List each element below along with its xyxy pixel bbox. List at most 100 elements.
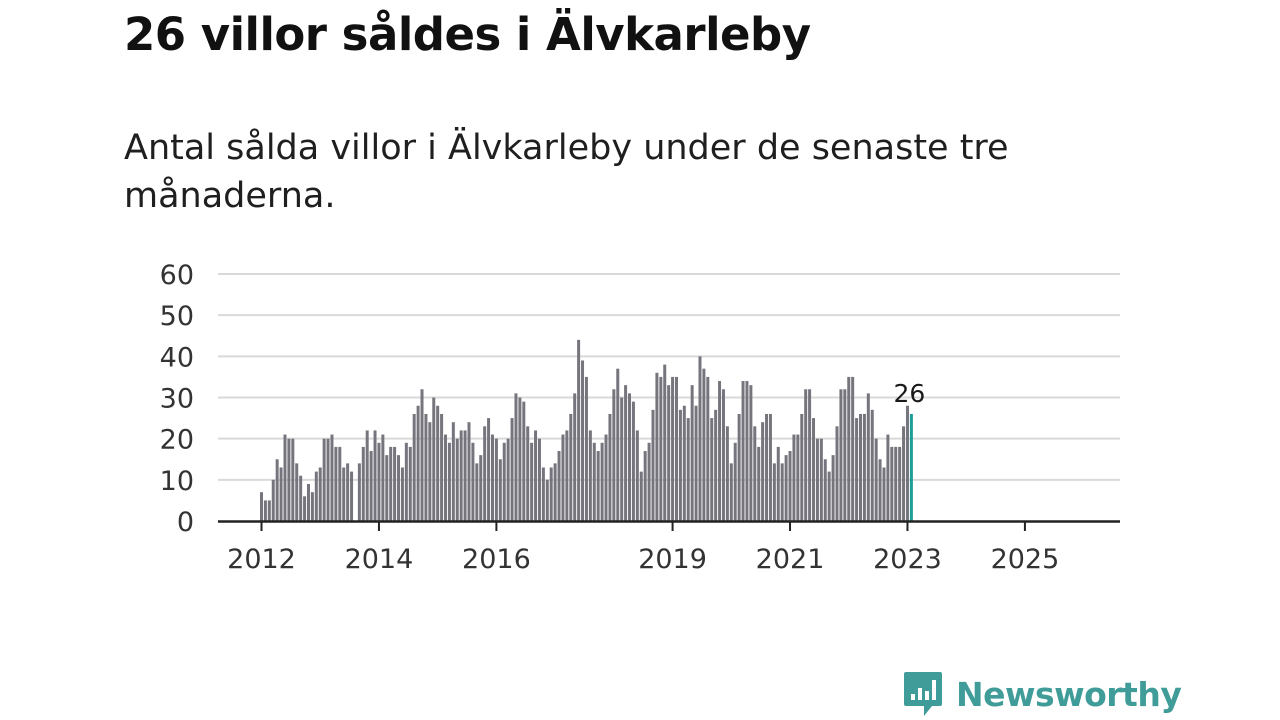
newsworthy-logo: Newsworthy xyxy=(902,670,1182,718)
bar xyxy=(776,446,780,521)
bar xyxy=(765,413,769,521)
y-tick-label: 10 xyxy=(160,466,194,497)
bar xyxy=(455,438,459,521)
bar xyxy=(788,451,792,521)
bar xyxy=(424,413,428,521)
bar xyxy=(569,413,573,521)
bar xyxy=(792,434,796,521)
bar xyxy=(905,405,909,521)
bar xyxy=(639,471,643,521)
bar xyxy=(553,463,557,521)
bar xyxy=(447,442,451,521)
bar xyxy=(635,430,639,521)
bar-highlight xyxy=(909,413,913,521)
bar xyxy=(432,397,436,521)
bar xyxy=(800,413,804,521)
bar xyxy=(428,422,432,521)
bar xyxy=(381,434,385,521)
x-tick-label: 2016 xyxy=(462,544,531,575)
x-tick-label: 2012 xyxy=(227,544,296,575)
bar xyxy=(745,381,749,521)
bar xyxy=(608,413,612,521)
bar xyxy=(674,376,678,521)
bar xyxy=(357,463,361,521)
y-tick-label: 60 xyxy=(160,260,194,291)
bar xyxy=(624,385,628,521)
y-tick-label: 50 xyxy=(160,301,194,332)
bar xyxy=(729,463,733,521)
highlight-value-label: 26 xyxy=(893,379,925,408)
bar xyxy=(584,376,588,521)
bar xyxy=(306,483,310,521)
bar xyxy=(851,376,855,521)
bar xyxy=(416,405,420,521)
bar xyxy=(843,389,847,521)
bar xyxy=(835,426,839,521)
bar xyxy=(393,446,397,521)
bar xyxy=(534,430,538,521)
bar xyxy=(878,459,882,521)
bar xyxy=(870,409,874,521)
bar xyxy=(804,389,808,521)
bar xyxy=(526,426,530,521)
bar xyxy=(299,475,303,521)
bar xyxy=(741,381,745,521)
bar xyxy=(498,459,502,521)
bar xyxy=(753,426,757,521)
bars xyxy=(260,339,913,521)
bar xyxy=(710,418,714,521)
bar xyxy=(549,467,553,521)
bar xyxy=(373,430,377,521)
y-axis-ticks: 0 10 20 30 40 50 60 xyxy=(160,260,194,538)
bar xyxy=(459,430,463,521)
bar xyxy=(295,463,299,521)
bar xyxy=(412,413,416,521)
bar xyxy=(291,438,295,521)
bar xyxy=(334,446,338,521)
y-tick-label: 0 xyxy=(177,507,194,538)
bar xyxy=(518,397,522,521)
bar xyxy=(761,422,765,521)
logo-text: Newsworthy xyxy=(956,674,1182,714)
bar xyxy=(694,405,698,521)
bar xyxy=(706,376,710,521)
bar xyxy=(898,446,902,521)
bar xyxy=(628,393,632,521)
bar xyxy=(757,446,761,521)
bar xyxy=(862,413,866,521)
bar xyxy=(902,426,906,521)
bar xyxy=(342,467,346,521)
x-tick-label: 2014 xyxy=(345,544,414,575)
bar xyxy=(545,479,549,521)
bar xyxy=(784,455,788,521)
bar xyxy=(725,426,729,521)
bar xyxy=(855,418,859,521)
bar xyxy=(690,385,694,521)
bar xyxy=(322,438,326,521)
bar xyxy=(283,434,287,521)
bar xyxy=(537,438,541,521)
bar xyxy=(557,451,561,521)
bar xyxy=(314,471,318,521)
bar xyxy=(823,459,827,521)
bar xyxy=(271,479,275,521)
bar xyxy=(647,442,651,521)
bar xyxy=(827,471,831,521)
bar xyxy=(858,413,862,521)
bar xyxy=(874,438,878,521)
bar xyxy=(440,413,444,521)
bar xyxy=(471,442,475,521)
chart-subtitle: Antal sålda villor i Älvkarleby under de… xyxy=(124,128,1009,216)
y-tick-label: 20 xyxy=(160,425,194,456)
bar xyxy=(279,467,283,521)
bar xyxy=(780,463,784,521)
bar xyxy=(682,405,686,521)
bar xyxy=(310,492,314,521)
bar xyxy=(451,422,455,521)
bar xyxy=(588,430,592,521)
y-tick-label: 40 xyxy=(160,342,194,373)
bar xyxy=(686,418,690,521)
bar xyxy=(796,434,800,521)
bar xyxy=(620,397,624,521)
bar xyxy=(467,422,471,521)
